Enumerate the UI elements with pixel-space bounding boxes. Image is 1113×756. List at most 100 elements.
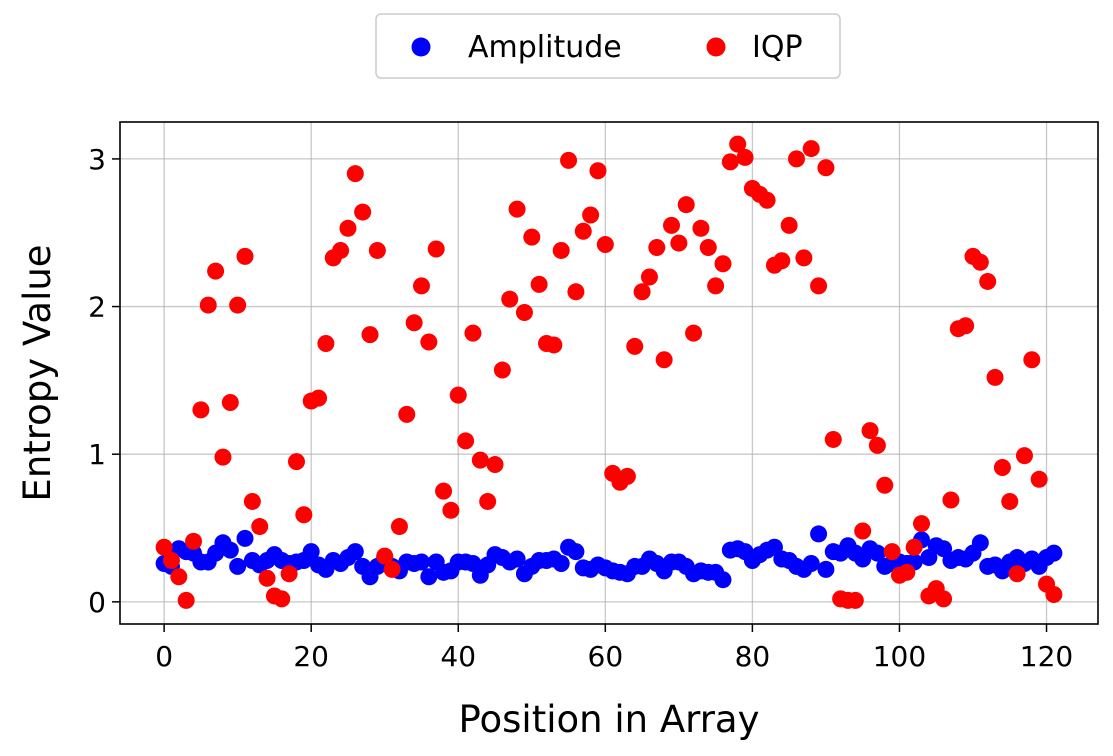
iqp-point bbox=[883, 543, 901, 561]
iqp-point bbox=[780, 216, 798, 234]
iqp-point bbox=[449, 386, 467, 404]
iqp-point bbox=[280, 565, 298, 583]
iqp-point bbox=[229, 296, 247, 314]
iqp-point bbox=[692, 219, 710, 237]
iqp-point bbox=[589, 162, 607, 180]
iqp-point bbox=[214, 448, 232, 466]
iqp-point bbox=[376, 547, 394, 565]
iqp-point bbox=[942, 491, 960, 509]
iqp-point bbox=[626, 337, 644, 355]
iqp-point bbox=[435, 482, 453, 500]
iqp-point bbox=[464, 324, 482, 342]
iqp-point bbox=[596, 236, 614, 254]
amplitude-point bbox=[229, 557, 247, 575]
iqp-point bbox=[618, 467, 636, 485]
iqp-point bbox=[846, 591, 864, 609]
x-tick-label: 60 bbox=[588, 640, 624, 673]
iqp-point bbox=[162, 552, 180, 570]
iqp-point bbox=[442, 501, 460, 519]
iqp-point bbox=[633, 283, 651, 301]
iqp-point bbox=[515, 303, 533, 321]
iqp-point bbox=[287, 453, 305, 471]
iqp-point bbox=[383, 560, 401, 578]
iqp-point bbox=[788, 150, 806, 168]
amplitude-point bbox=[802, 554, 820, 572]
iqp-point bbox=[346, 165, 364, 183]
x-tick-label: 80 bbox=[735, 640, 771, 673]
y-tick-label: 2 bbox=[88, 291, 106, 324]
iqp-point bbox=[670, 234, 688, 252]
iqp-point bbox=[339, 219, 357, 237]
data-points bbox=[155, 135, 1063, 609]
amplitude-point bbox=[817, 560, 835, 578]
y-axis-label: Entropy Value bbox=[16, 244, 59, 501]
iqp-point bbox=[935, 590, 953, 608]
iqp-point bbox=[1001, 492, 1019, 510]
amplitude-point bbox=[221, 541, 239, 559]
iqp-point bbox=[427, 240, 445, 258]
iqp-point bbox=[699, 239, 717, 256]
iqp-point bbox=[523, 228, 541, 246]
iqp-point bbox=[773, 252, 791, 270]
iqp-point bbox=[221, 394, 239, 412]
amplitude-point bbox=[346, 543, 364, 561]
iqp-point bbox=[177, 591, 195, 609]
amplitude-point bbox=[868, 544, 886, 562]
iqp-point bbox=[317, 334, 335, 352]
iqp-point bbox=[971, 253, 989, 271]
iqp-point bbox=[251, 518, 269, 536]
iqp-point bbox=[648, 239, 666, 256]
plot-frame bbox=[119, 121, 1099, 625]
x-tick-label: 40 bbox=[440, 640, 476, 673]
iqp-point bbox=[398, 405, 416, 423]
iqp-point bbox=[354, 203, 372, 221]
amplitude-point bbox=[971, 534, 989, 552]
iqp-point bbox=[508, 200, 526, 218]
iqp-point bbox=[898, 563, 916, 581]
iqp-point bbox=[479, 492, 497, 510]
iqp-point bbox=[295, 506, 313, 524]
iqp-point bbox=[1015, 447, 1033, 465]
iqp-point bbox=[1045, 585, 1063, 603]
iqp-point bbox=[810, 277, 828, 295]
iqp-point bbox=[574, 222, 592, 240]
iqp-point bbox=[243, 492, 261, 510]
iqp-point bbox=[802, 140, 820, 158]
iqp-point bbox=[486, 456, 504, 474]
iqp-point bbox=[471, 451, 489, 469]
x-tick-label: 0 bbox=[155, 640, 173, 673]
iqp-point bbox=[412, 277, 430, 295]
iqp-point bbox=[552, 241, 570, 259]
legend-marker-amplitude bbox=[411, 37, 431, 57]
iqp-point bbox=[876, 476, 894, 494]
y-tick-label: 1 bbox=[88, 438, 106, 471]
iqp-point bbox=[714, 255, 732, 273]
iqp-point bbox=[854, 522, 872, 540]
iqp-point bbox=[405, 314, 423, 332]
legend-label-iqp: IQP bbox=[752, 30, 803, 65]
iqp-point bbox=[207, 262, 225, 280]
iqp-point bbox=[817, 159, 835, 177]
iqp-point bbox=[905, 538, 923, 556]
legend: Amplitude IQP bbox=[375, 13, 841, 79]
iqp-point bbox=[663, 216, 681, 234]
iqp-point bbox=[199, 296, 217, 314]
x-axis-label: Position in Array bbox=[459, 698, 760, 741]
iqp-point bbox=[368, 241, 386, 259]
iqp-point bbox=[567, 283, 585, 301]
iqp-point bbox=[1023, 351, 1041, 369]
iqp-point bbox=[457, 432, 475, 450]
iqp-point bbox=[582, 206, 600, 224]
iqp-point bbox=[721, 153, 739, 171]
iqp-point bbox=[236, 247, 254, 265]
legend-frame bbox=[375, 13, 841, 79]
iqp-point bbox=[640, 268, 658, 286]
iqp-point bbox=[332, 241, 350, 259]
iqp-point bbox=[1008, 565, 1026, 583]
iqp-point bbox=[155, 538, 173, 556]
iqp-point bbox=[729, 135, 747, 153]
iqp-point bbox=[273, 590, 291, 608]
iqp-point bbox=[390, 518, 408, 536]
x-tick-label: 100 bbox=[873, 640, 926, 673]
